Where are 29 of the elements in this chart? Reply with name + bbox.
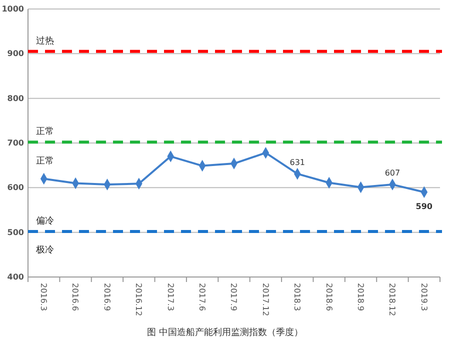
y-tick-label: 600 (7, 183, 24, 192)
x-tick-label: 2018.6 (324, 283, 334, 311)
ref-line-label: 偏冷 (36, 215, 54, 226)
ref-line-label: 正常 (36, 126, 54, 138)
y-tick-label: 1000 (2, 4, 24, 14)
data-label: 631 (290, 158, 306, 167)
x-tick-label: 2018.3 (292, 283, 302, 311)
data-label: 590 (416, 202, 433, 212)
annotation: 极冷 (35, 244, 54, 256)
x-tick-label: 2016.9 (102, 283, 112, 311)
text: 图 中国造船产能利用监测指数（季度） (147, 327, 303, 338)
x-tick-label: 2018.12 (388, 283, 397, 316)
x-tick-label: 2016.3 (39, 283, 48, 311)
x-tick-label: 2016.12 (134, 283, 144, 316)
x-tick-label: 2018.9 (356, 283, 365, 311)
x-tick-label: 2016.6 (70, 283, 80, 311)
x-tick-label: 2017.3 (166, 283, 175, 311)
x-tick-label: 2017.9 (229, 283, 238, 311)
y-tick-label: 500 (7, 228, 24, 237)
ref-line-label: 过热 (36, 35, 54, 46)
y-tick-label: 400 (7, 272, 24, 282)
x-tick-label: 2019.3 (419, 283, 428, 311)
y-tick-label: 800 (7, 94, 24, 103)
data-label: 607 (384, 168, 400, 178)
y-tick-label: 900 (7, 49, 24, 58)
x-tick-label: 2017.6 (198, 283, 207, 311)
y-tick-label: 700 (7, 138, 24, 148)
x-tick-label: 2017.12 (260, 283, 270, 316)
annotation: 正常 (36, 155, 54, 166)
